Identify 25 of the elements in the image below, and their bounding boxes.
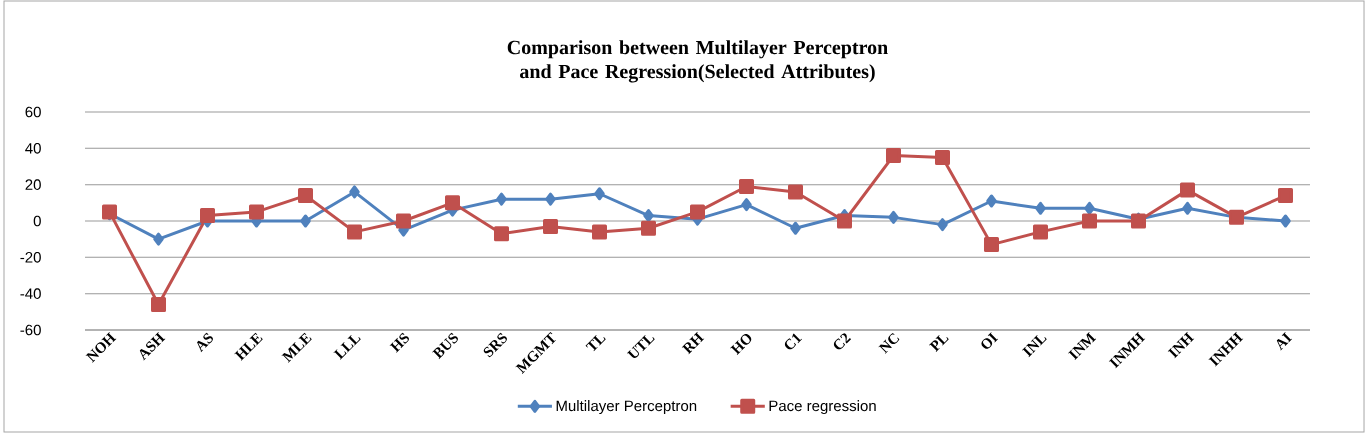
x-tick-label: AI [1276, 332, 1293, 351]
chart-title: Comparison between Multilayer Perceptron and Pace Regression(Selected Attributes) [507, 40, 888, 83]
x-tick-label: OI [981, 332, 999, 349]
x-tick-label: NC [878, 332, 900, 354]
x-tick-label: UTL [626, 335, 655, 359]
x-tick-label: C1 [784, 333, 802, 350]
y-tick-label: -60 [20, 324, 41, 336]
y-tick-label: 40 [25, 143, 41, 154]
x-tick-label: HS [389, 332, 409, 353]
x-tick-label: INL [1021, 335, 1047, 358]
y-tick-label: -40 [20, 288, 41, 299]
legend-label: Multilayer Perceptron [556, 400, 697, 415]
y-tick-label: 60 [25, 106, 41, 118]
y-tick-label: -20 [20, 252, 41, 263]
y-tick-label: 20 [25, 179, 41, 190]
x-tick-label: SRS [483, 332, 507, 358]
x-tick-label: LLL [333, 335, 361, 360]
x-tick-label: PL [929, 335, 949, 352]
x-tick-label: AS [197, 332, 213, 353]
legend-label: Pace regression [769, 400, 876, 415]
y-tick-label: 0 [33, 215, 41, 227]
x-tick-label: TL [585, 335, 606, 352]
x-tick-label: HO [730, 334, 752, 356]
x-tick-label: C2 [833, 333, 852, 350]
x-tick-label: RH [681, 331, 705, 355]
